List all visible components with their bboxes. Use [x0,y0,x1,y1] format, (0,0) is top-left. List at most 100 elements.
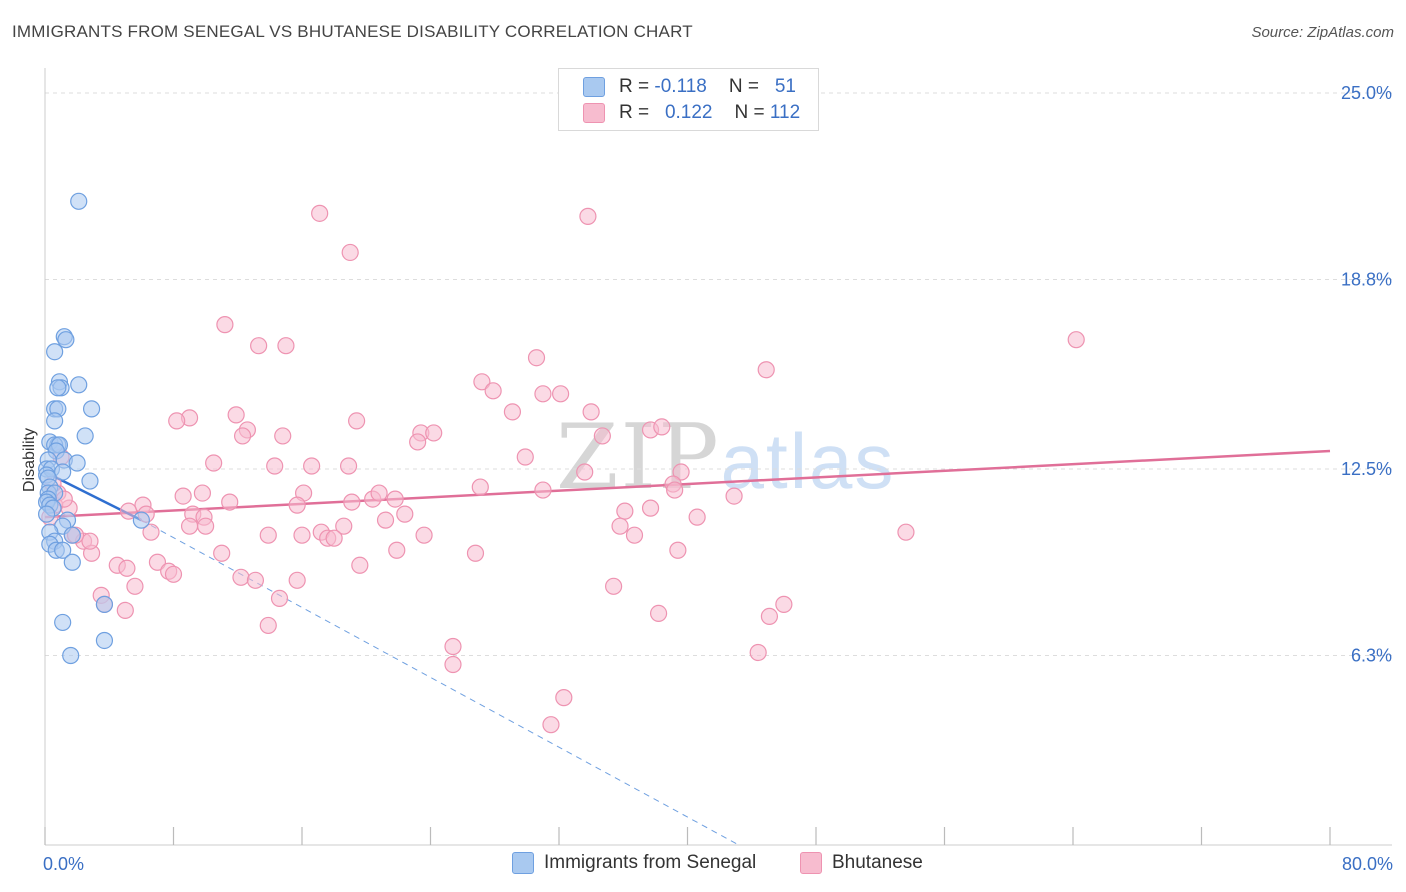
senegal-point [81,472,99,490]
bhutanese-point [119,502,138,520]
bhutanese-point [593,427,611,445]
bhutanese-point [605,577,623,595]
bhutanese-point [81,532,99,550]
legend-r-value: 0.122 [664,102,713,123]
bhutanese-point [473,373,491,391]
bhutanese-point [757,361,775,379]
bhutanese-point [205,454,223,472]
bhutanese-point [1067,331,1085,349]
legend-label-senegal: Immigrants from Senegal [544,852,757,873]
bhutanese-trend-line [44,449,1331,519]
bhutanese-point [669,541,687,559]
legend-swatch-pink [583,103,605,123]
bhutanese-point [444,655,462,674]
trend-lines [44,449,1331,846]
y-tick-label: 25.0% [1341,83,1392,103]
legend-swatch-blue [512,852,534,874]
bhutanese-point [116,601,134,619]
bhutanese-point [503,403,522,421]
bhutanese-point [534,481,552,499]
bhutanese-point [386,490,404,508]
bhutanese-point [484,382,502,400]
bhutanese-point [118,559,136,577]
bhutanese-point [148,553,167,571]
grid-lines [45,92,1392,657]
senegal-point [95,631,114,650]
legend-item-senegal: Immigrants from Senegal [512,852,756,874]
bhutanese-point [749,643,767,662]
bhutanese-point [582,403,600,421]
bhutanese-point [250,337,268,355]
senegal-trend-extension [141,519,740,846]
bhutanese-point [370,484,388,502]
bhutanese-point [259,526,277,544]
bhutanese-point [579,207,597,225]
bhutanese-point [197,517,215,535]
bhutanese-point [266,457,284,475]
legend-row-bhutanese: R = 0.122 N = 112 [583,100,800,126]
senegal-point [62,646,80,665]
bhutanese-point [653,418,671,436]
bhutanese-point [376,511,395,529]
legend-r-value: -0.118 [654,76,707,97]
bhutanese-point [576,463,594,481]
bhutanese-point [232,568,250,586]
x-tick-label: 80.0% [1342,854,1393,874]
bhutanese-point [288,496,306,514]
bhutanese-point [216,316,234,334]
bhutanese-point [348,412,366,430]
bhutanese-point [351,556,369,574]
senegal-point [132,511,150,529]
bhutanese-point [611,517,629,535]
senegal-point [46,412,64,430]
bhutanese-point [425,424,443,442]
legend-n-label: N = [728,76,759,97]
bhutanese-point [288,571,306,589]
watermark-zip: ZIP [556,405,721,510]
bhutanese-point [126,577,144,595]
bhutanese-point [325,529,343,547]
bhutanese-point [725,487,743,505]
bhutanese-point [444,637,462,656]
bhutanese-point [311,204,329,222]
bhutanese-point [335,517,353,535]
y-tick-label: 6.3% [1351,646,1392,666]
bhutanese-point [164,565,183,583]
senegal-point [49,379,67,397]
bhutanese-point [180,517,199,535]
axes [44,68,1392,846]
bhutanese-point [641,499,660,517]
senegal-point [38,505,56,523]
senegal-point [54,463,72,481]
senegal-point [95,595,114,613]
bhutanese-point [688,508,706,526]
bhutanese-point [303,457,321,475]
bhutanese-point [227,406,245,424]
bhutanese-point [246,571,265,589]
x-tick-label: 0.0% [43,854,84,874]
y-tick-label: 12.5% [1341,459,1392,479]
legend-n-value: 51 [774,76,796,97]
senegal-point [63,553,81,571]
watermark-atlas: atlas [720,417,896,505]
senegal-point [68,454,86,472]
bhutanese-point [649,604,668,622]
bhutanese-point [760,607,779,626]
senegal-point [54,541,72,559]
senegal-point [63,526,81,544]
bhutanese-point [221,493,239,511]
bhutanese-point [672,463,690,481]
chart-title: IMMIGRANTS FROM SENEGAL VS BHUTANESE DIS… [12,22,693,41]
senegal-point [46,343,64,361]
bhutanese-point [542,716,560,734]
bhutanese-point [409,433,427,451]
senegal-point [54,613,72,632]
bhutanese-point [168,412,186,430]
bhutanese-point [552,385,570,403]
legend-row-senegal: R = -0.118 N = 51 [583,74,796,100]
senegal-point [82,400,101,418]
bhutanese-point [516,448,534,466]
senegal-point [70,376,88,394]
bhutanese-point [259,616,277,635]
